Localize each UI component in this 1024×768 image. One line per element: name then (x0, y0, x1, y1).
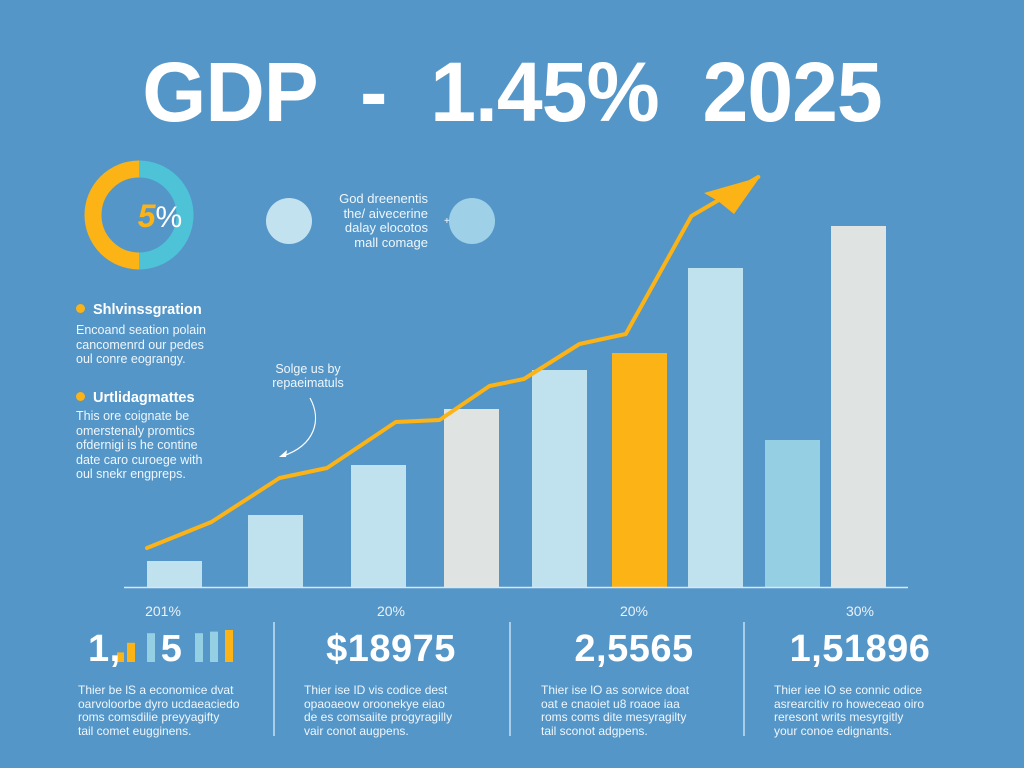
section-2-line: oul snekr engpreps. (76, 467, 186, 481)
section-2-heading: Urtlidagmattes (76, 389, 266, 407)
annotation-arrow (282, 397, 317, 457)
mini-bar (117, 652, 124, 662)
callout-top-line: dalay elocotos (344, 220, 428, 235)
stat-mini-bars (117, 630, 233, 662)
section-2-body: This ore coignate be omerstenaly promtic… (76, 409, 266, 482)
stat-1-line: roms comsdilie preyyagifty (78, 710, 220, 724)
stat-1-value: 1, 5 (50, 626, 280, 672)
section-1: Shlvinssgration Encoand seation polain c… (76, 301, 266, 367)
page-title: GDP - 1.45% 2025 (142, 45, 882, 139)
bar-1 (147, 561, 202, 587)
stat-4-percent: 30% (845, 603, 875, 619)
bar-5 (532, 370, 587, 587)
stat-2-line: vair conot augpens. (304, 723, 409, 738)
callout-top: God dreenentis the/ aivecerine dalay elo… (300, 191, 428, 250)
stat-3-line: oat e cnaoiet u8 roaoe iaa (541, 696, 680, 711)
stat-1-percent: 201% (145, 603, 181, 619)
stat-card-1: 201% 1, 5 (50, 602, 280, 672)
callout-mid: Solge us by repaeimatuls (258, 362, 358, 390)
stat-1-line: tail comet eugginens. (78, 723, 192, 738)
donut-segment-cyan (138, 160, 194, 270)
section-1-body: Encoand seation polain cancomenrd our pe… (76, 323, 266, 367)
section-2: Urtlidagmattes This ore coignate be omer… (76, 389, 266, 482)
donut-value: 5% (120, 196, 200, 238)
stat-1-value-mid: 5 (160, 628, 183, 670)
stat-1-description: Thier be lS a economice dvat oarvoloorbe… (78, 683, 254, 738)
callout-top-line: God dreenentis (339, 191, 428, 206)
section-2-heading-text: Urtlidagmattes (93, 390, 195, 406)
stat-4-description: Thier iee lO se connic odice asrearcitiv… (774, 683, 950, 738)
mini-bar (195, 633, 203, 662)
section-2-line: omerstenaly promtics (76, 423, 195, 438)
bubble-left (266, 198, 312, 244)
mini-bar (127, 642, 135, 662)
bar-6 (612, 353, 667, 587)
donut-value-suffix: % (155, 201, 183, 234)
plus-marker: + (444, 216, 450, 227)
bar-9 (831, 226, 886, 587)
section-1-line: cancomenrd our pedes (76, 337, 204, 352)
stat-3-line: Thier ise lO as sorwice doat (541, 683, 690, 697)
stat-2-description: Thier ise ID vis codice dest opaoaeow or… (304, 683, 480, 738)
mini-bar (147, 633, 155, 662)
stat-4-line: asrearcitiv ro howeceao oiro (774, 696, 925, 711)
trend-line (145, 175, 761, 550)
stat-2-line: opaoaeow oroonekye eiao (304, 696, 445, 711)
stat-3-description: Thier ise lO as sorwice doat oat e cnaoi… (541, 683, 717, 738)
stat-3-line: roms coms dite mesyragilty (541, 710, 687, 724)
section-2-line: date caro curoege with (76, 452, 203, 467)
stat-3-percent: 20% (619, 603, 649, 619)
bubble-right (449, 198, 495, 244)
stat-3-value: 2,5565 (574, 628, 694, 670)
bullet-dot-icon (76, 304, 85, 313)
bar-8 (765, 440, 820, 587)
section-1-line: Encoand seation polain (76, 323, 206, 337)
stat-1-line: oarvoloorbe dyro ucdaeaciedo (78, 696, 240, 711)
callout-top-line: the/ aivecerine (343, 205, 428, 221)
section-1-heading-text: Shlvinssgration (93, 302, 202, 318)
stat-4-value: 1,51896 (789, 628, 931, 670)
bar-2 (248, 515, 303, 587)
stat-2-percent: 20% (376, 603, 406, 619)
mini-bar (225, 630, 233, 662)
stat-2-line: Thier ise ID vis codice dest (304, 683, 448, 697)
section-1-line: oul conre eograngy. (76, 352, 186, 366)
callout-mid-line: repaeimatuls (272, 376, 344, 390)
mini-bar (210, 631, 218, 662)
stat-4-line: reresont writs mesyrgitly (774, 710, 904, 724)
bar-3 (351, 465, 406, 587)
section-2-line: ofdernigi is he contine (76, 438, 198, 452)
stat-card-4: 30% 1,51896 (745, 602, 975, 672)
callout-mid-line: Solge us by (275, 362, 341, 376)
callout-top-line: mall comage (354, 234, 428, 250)
stat-card-2: 20% $18975 (276, 602, 506, 672)
donut-chart (84, 160, 194, 270)
bullet-dot-icon (76, 392, 85, 401)
stat-1-line: Thier be lS a economice dvat (78, 683, 234, 697)
stat-2-line: de es comsaiite progyragilly (304, 710, 453, 724)
stat-2-value: $18975 (326, 628, 456, 670)
stat-divider (273, 622, 275, 736)
stat-divider (509, 622, 511, 736)
section-2-line: This ore coignate be (76, 409, 190, 423)
annotation-arrowhead-icon (279, 450, 287, 457)
stat-1-value-left: 1, (88, 628, 121, 670)
stat-card-3: 20% 2,5565 (519, 602, 749, 672)
section-1-heading: Shlvinssgration (76, 301, 266, 319)
trend-arrowhead-icon (704, 177, 760, 214)
bar-4 (444, 409, 499, 587)
stat-4-line: your conoe edignants. (774, 723, 893, 738)
bar-group (147, 226, 886, 587)
donut-value-digit: 5 (137, 198, 156, 234)
donut-segment-orange (84, 160, 140, 270)
stat-divider (743, 622, 745, 736)
bar-7 (688, 268, 743, 587)
stat-4-line: Thier iee lO se connic odice (774, 683, 923, 697)
stat-3-line: tail sconot adgpens. (541, 723, 648, 738)
